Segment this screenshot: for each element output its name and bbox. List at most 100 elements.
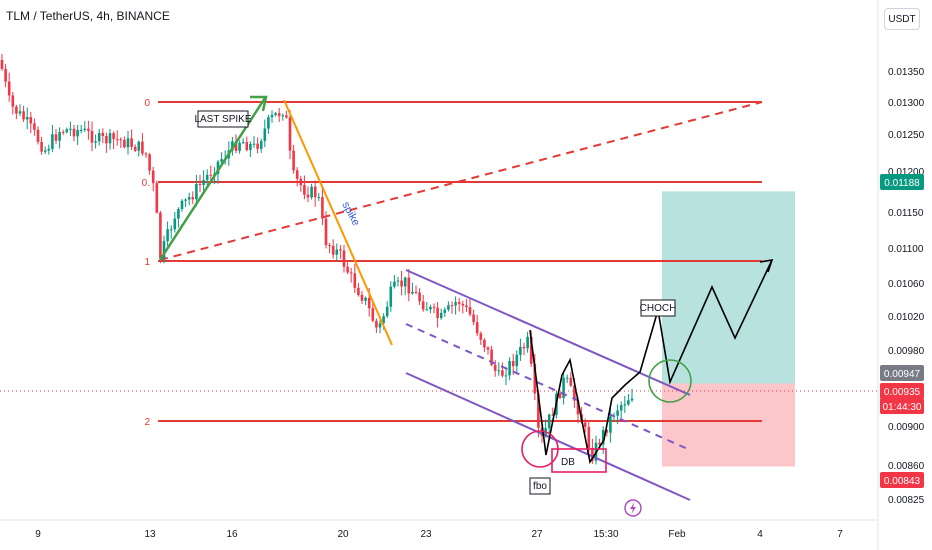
candle-body — [105, 136, 108, 144]
candle-body — [173, 218, 177, 230]
candle-body — [364, 297, 367, 301]
candle-body — [619, 405, 623, 411]
candle-body — [407, 277, 411, 294]
fib-level-label: 0. — [142, 178, 150, 189]
candle-body — [382, 316, 385, 324]
price-tick-label: 0.00860 — [888, 461, 925, 472]
candle-body — [486, 347, 490, 350]
candle-body — [475, 322, 479, 334]
candle-body — [601, 429, 605, 445]
candle-body — [378, 323, 382, 328]
price-badge — [880, 472, 924, 488]
candle-body — [367, 297, 371, 309]
candle-body — [43, 150, 47, 152]
candle-body — [565, 377, 569, 379]
candle-body — [569, 377, 573, 386]
candle-body — [479, 333, 483, 340]
price-badges: 0.01188 0.00947 0.00935 01:44:30 0.00843 — [880, 174, 924, 488]
candle-body — [573, 385, 576, 401]
candle-body — [58, 131, 61, 141]
candle-body — [515, 354, 519, 367]
candle-body — [331, 245, 335, 255]
candle-body — [443, 309, 447, 313]
candle-body — [439, 312, 443, 319]
candle-body — [403, 277, 407, 287]
candle-body — [436, 307, 439, 319]
candle-body — [400, 280, 403, 287]
candle-body — [205, 174, 209, 180]
candle-body — [357, 287, 360, 295]
candle-body — [259, 141, 263, 149]
price-badge-label: 0.01188 — [884, 178, 920, 189]
candle-body — [87, 128, 90, 131]
price-tick-label: 0.01250 — [888, 130, 925, 141]
candle-body — [83, 128, 87, 130]
candle-body — [112, 133, 115, 140]
candle-body — [97, 132, 101, 142]
candle-body — [576, 400, 580, 415]
candle-body — [461, 303, 465, 306]
candle-body — [115, 139, 119, 141]
candle-body — [371, 308, 375, 321]
time-axis: 9 13 16 20 23 27 15:30 Feb 4 7 — [35, 529, 843, 540]
candle-body — [537, 393, 540, 428]
candle-body — [148, 154, 151, 171]
candle-body — [162, 241, 166, 259]
candle-body — [483, 339, 486, 348]
fbo-label: fbo — [533, 481, 547, 492]
chart-title: TLM / TetherUS, 4h, BINANCE — [6, 9, 170, 23]
candle-body — [76, 129, 79, 137]
time-tick-label: 16 — [226, 529, 238, 540]
candle-body — [432, 306, 436, 308]
candle-body — [472, 314, 475, 323]
currency-button[interactable]: USDT — [884, 8, 920, 30]
candle-body — [421, 301, 425, 310]
db-label: DB — [561, 457, 575, 468]
candle-body — [101, 132, 105, 137]
candle-body — [241, 142, 245, 144]
candle-body — [69, 128, 72, 130]
candle-body — [33, 123, 36, 130]
candle-body — [191, 197, 195, 200]
candle-body — [166, 229, 169, 242]
time-tick-label: 9 — [35, 529, 41, 540]
candle-body — [425, 309, 429, 311]
spike-trendline — [283, 99, 393, 346]
candle-body — [609, 416, 612, 433]
candle-body — [281, 115, 285, 117]
candle-body — [79, 129, 83, 131]
candle-body — [385, 306, 389, 317]
candle-body — [220, 159, 223, 162]
candle-body — [65, 129, 69, 133]
candle-body — [529, 336, 533, 364]
candle-body — [511, 360, 515, 367]
stop-loss-zone — [662, 383, 795, 467]
candle-body — [169, 229, 173, 231]
candle-body — [411, 291, 414, 294]
price-tick-label: 0.00900 — [888, 422, 925, 433]
candle-body — [159, 212, 162, 259]
time-tick-label: 20 — [337, 529, 349, 540]
candle-body — [187, 197, 191, 200]
candle-body — [123, 139, 126, 148]
time-tick-label: 4 — [757, 529, 763, 540]
candle-body — [133, 146, 137, 151]
candle-body — [288, 117, 292, 151]
lightning-glyph-icon — [630, 502, 636, 514]
price-badge — [880, 398, 924, 414]
candle-body — [274, 113, 277, 115]
time-tick-label: 13 — [144, 529, 156, 540]
candle-body — [450, 305, 454, 307]
candle-body — [151, 170, 155, 184]
candle-body — [630, 398, 634, 401]
candle-body — [47, 148, 51, 151]
candle-body — [18, 111, 22, 114]
candle-body — [465, 305, 468, 308]
candle-body — [335, 249, 339, 255]
price-badge-label: 01:44:30 — [883, 402, 922, 413]
candle-body — [195, 184, 198, 200]
candle-body — [396, 280, 400, 282]
candle-body — [177, 208, 180, 219]
candle-body — [623, 404, 627, 406]
